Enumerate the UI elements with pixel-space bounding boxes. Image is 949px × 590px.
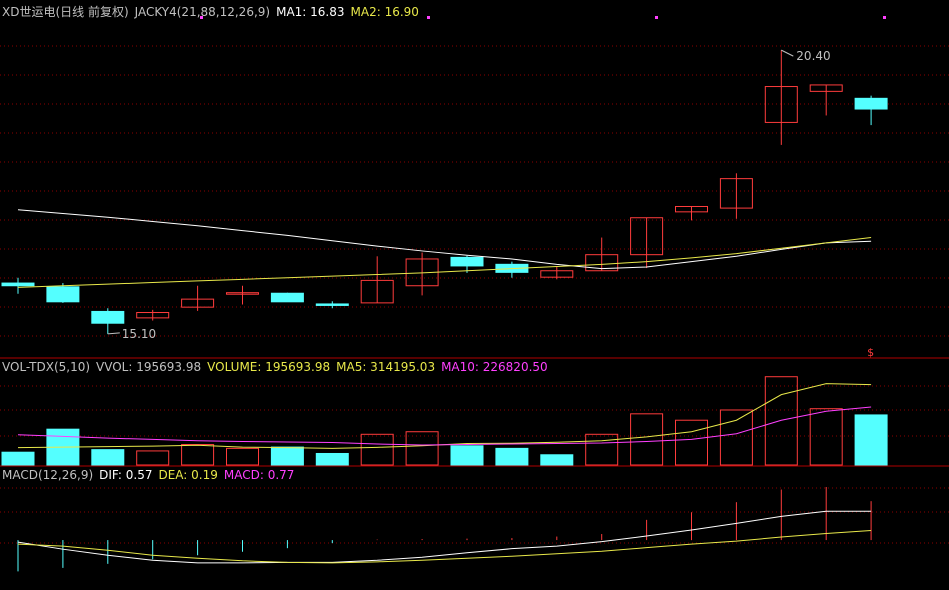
candle-body	[181, 298, 215, 308]
dif-readout: DIF: 0.57	[99, 468, 153, 482]
vol-ma10-line	[17, 406, 872, 446]
ma2-line	[17, 237, 872, 288]
candle-body	[91, 310, 125, 324]
event-marker	[883, 16, 886, 19]
ma5-readout: MA5: 314195.03	[336, 360, 436, 374]
dea-readout: DEA: 0.19	[158, 468, 218, 482]
candle-body	[540, 270, 574, 278]
candle-body	[270, 292, 304, 303]
candle-body	[1, 282, 35, 287]
volume-bar	[181, 444, 215, 466]
volume-bar	[270, 446, 304, 466]
candle-body	[764, 86, 798, 123]
dollar-marker: $	[867, 346, 874, 359]
volume-bar	[854, 414, 888, 466]
candle-body	[136, 312, 170, 319]
macd-indicator-label: MACD(12,26,9)	[2, 468, 94, 482]
volume-bar	[136, 450, 170, 466]
volume-bar	[764, 376, 798, 466]
high-pointer	[781, 49, 794, 57]
volume-bar	[360, 433, 394, 466]
volume-bar	[495, 447, 529, 466]
candle-body	[719, 178, 753, 209]
candle-body	[46, 286, 80, 303]
volume-bar	[1, 451, 35, 466]
volume-bar	[315, 452, 349, 466]
event-marker	[200, 16, 203, 19]
volume-bar	[809, 408, 843, 466]
dif-line	[17, 510, 872, 564]
candle-body	[585, 254, 619, 272]
volume-indicator-label: VOL-TDX(5,10)	[2, 360, 91, 374]
volume-panel-header: VOL-TDX(5,10) VVOL: 195693.98 VOLUME: 1956…	[2, 360, 554, 374]
vol-ma5-line	[17, 383, 872, 449]
candle-body	[809, 84, 843, 92]
event-marker	[427, 16, 430, 19]
volume-bar	[675, 419, 708, 466]
ma1-line	[17, 209, 872, 270]
candle-body	[675, 205, 708, 213]
candle-body	[854, 97, 888, 110]
volume-bar	[630, 413, 664, 466]
volume-bar	[450, 445, 484, 466]
macd-readout: MACD: 0.77	[223, 468, 295, 482]
dea-line	[17, 529, 872, 564]
ma10-readout: MA10: 226820.50	[441, 360, 548, 374]
volume-bar	[91, 449, 125, 466]
ma1-readout: MA1: 16.83	[276, 5, 345, 19]
chart-title: XD世运电(日线 前复权)	[2, 5, 129, 19]
volume-bar	[226, 447, 259, 466]
macd-panel-header: MACD(12,26,9) DIF: 0.57 DEA: 0.19 MACD: 0.7…	[2, 468, 300, 482]
volume-bar	[540, 454, 574, 466]
volume-readout: VOLUME: 195693.98	[207, 360, 331, 374]
price-panel-header: XD世运电(日线 前复权) JACKY4(21,88,12,26,9) MA1: 1…	[2, 3, 425, 20]
candle-body	[360, 279, 394, 304]
vvol-readout: VVOL: 195693.98	[96, 360, 202, 374]
volume-bar	[719, 409, 753, 466]
event-marker	[655, 16, 658, 19]
volume-bar	[405, 431, 439, 466]
candle-body	[630, 217, 664, 256]
candle-body	[226, 292, 259, 295]
low-pointer	[107, 332, 120, 335]
candle-body	[315, 303, 349, 306]
ma2-readout: MA2: 16.90	[350, 5, 419, 19]
low-price-label: 15.10	[122, 327, 156, 341]
volume-bar	[585, 433, 619, 466]
candle-body	[450, 256, 484, 267]
high-price-label: 20.40	[796, 49, 830, 63]
indicator-label: JACKY4(21,88,12,26,9)	[134, 5, 271, 19]
